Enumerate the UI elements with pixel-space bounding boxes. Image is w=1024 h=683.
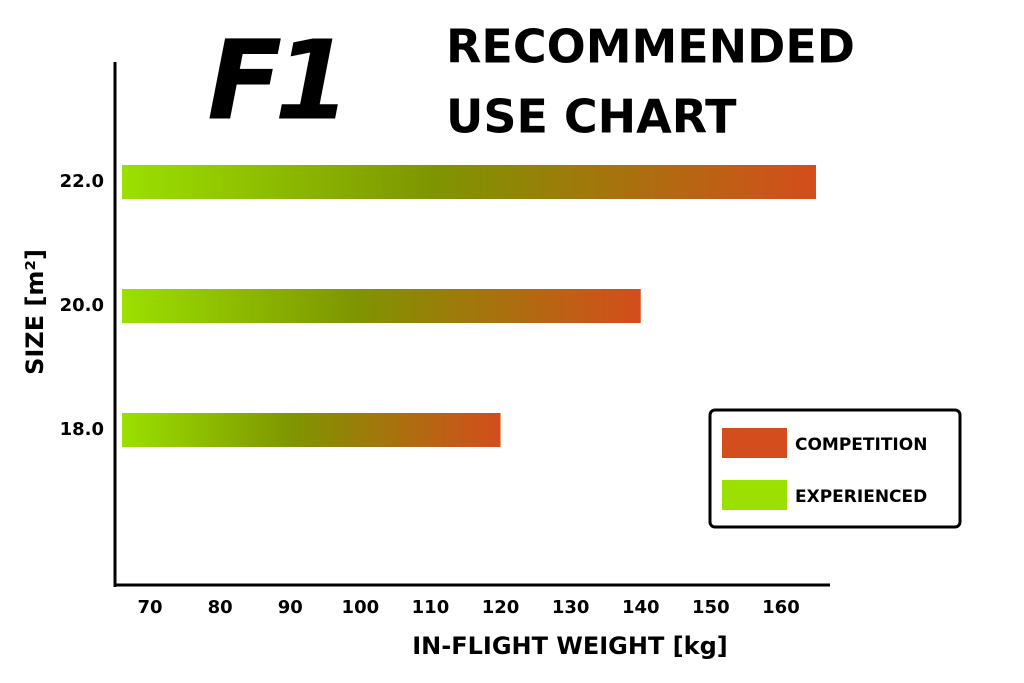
x-tick-label: 120 [482,597,520,618]
legend-label: COMPETITION [795,435,927,455]
x-tick-label: 150 [692,597,730,618]
x-tick-label: 70 [138,597,163,618]
bar [122,289,641,323]
bar [122,413,501,447]
x-tick-label: 110 [412,597,450,618]
legend-swatch [722,428,787,458]
x-tick-label: 140 [622,597,660,618]
x-tick-label: 160 [762,597,800,618]
x-axis-label: IN-FLIGHT WEIGHT [kg] [412,632,728,660]
y-tick-label: 18.0 [60,419,104,440]
x-tick-label: 80 [208,597,233,618]
y-tick-label: 20.0 [60,295,104,316]
legend-label: EXPERIENCED [795,487,927,507]
x-tick-label: 90 [278,597,303,618]
legend-swatch [722,480,787,510]
logo: F1 [207,16,343,144]
x-tick-label: 130 [552,597,590,618]
title-line: RECOMMENDED [446,20,855,74]
bar [122,165,816,199]
y-axis-label: SIZE [m²] [21,249,49,375]
x-tick-label: 100 [342,597,380,618]
y-tick-label: 22.0 [60,171,104,192]
title-line: USE CHART [446,90,737,144]
